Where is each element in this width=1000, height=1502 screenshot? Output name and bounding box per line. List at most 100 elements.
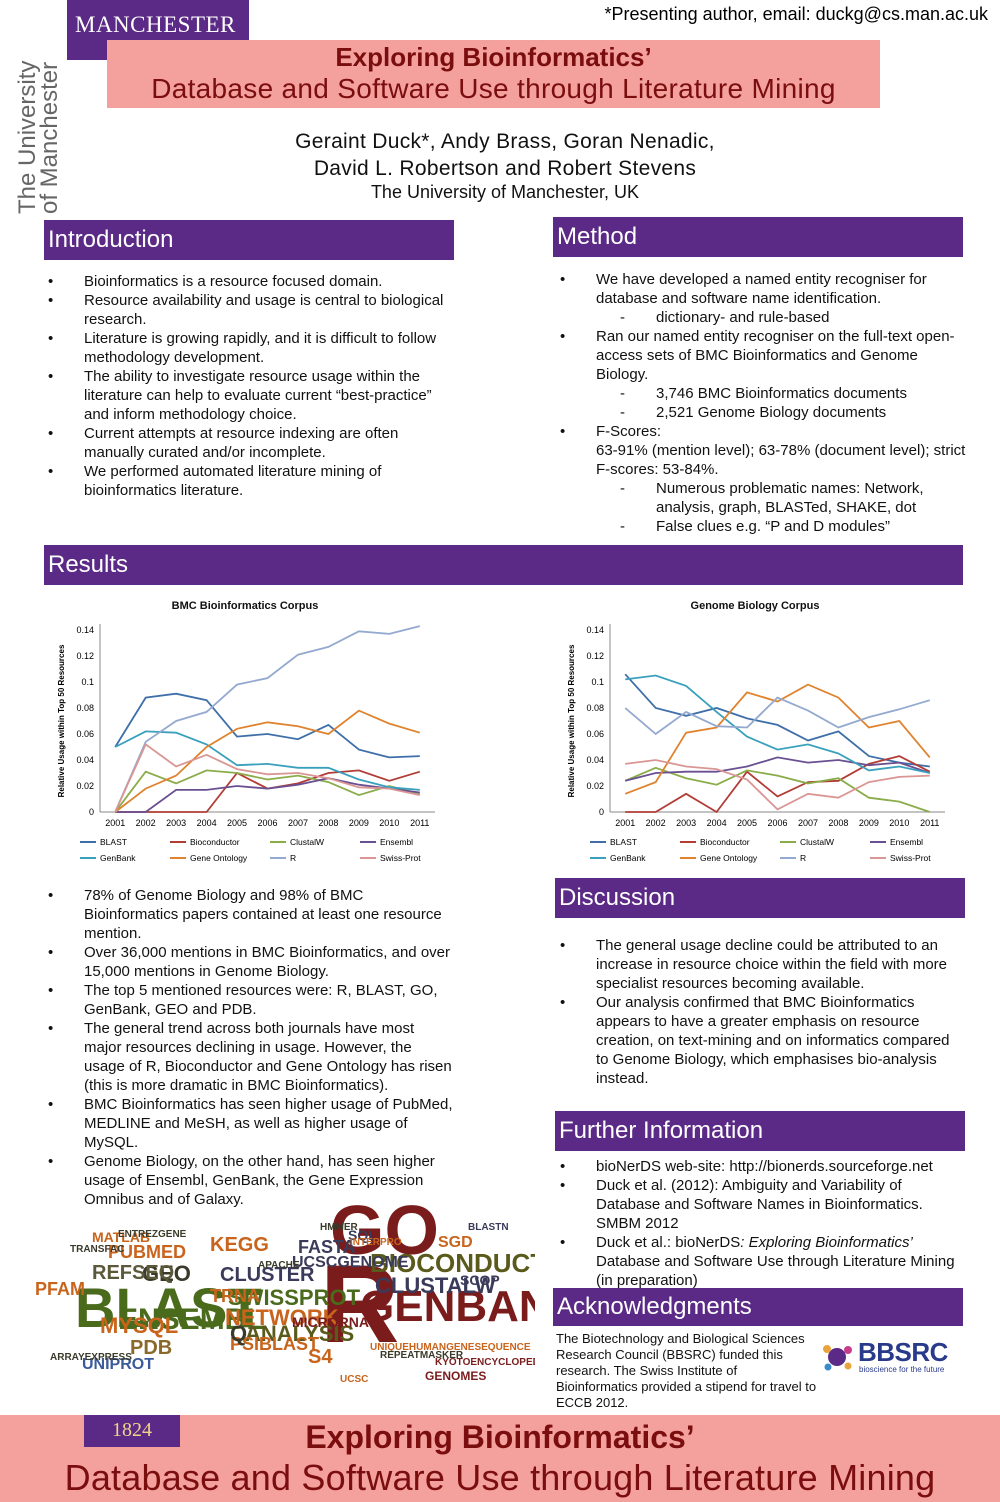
results-list: 78% of Genome Biology and 98% of BMC Bio… — [44, 886, 454, 1209]
cloud-word: CLUSTER — [220, 1264, 315, 1286]
presenting-author-note: *Presenting author, email: duckg@cs.man.… — [604, 4, 988, 24]
cloud-word: UCSC — [340, 1374, 369, 1385]
cloud-word: MATLAB — [92, 1229, 151, 1245]
x-tick-label: 2007 — [288, 818, 308, 828]
cloud-word: S4 — [308, 1346, 333, 1368]
cloud-word: INTERPRO — [350, 1237, 402, 1248]
x-tick-label: 2008 — [318, 818, 338, 828]
sub-list: Numerous problematic names: Network, ana… — [596, 479, 966, 536]
series-line-clustalw — [624, 766, 931, 813]
legend-label: GenBank — [100, 853, 136, 863]
further-information-heading: Further Information — [555, 1111, 965, 1151]
legend-label: Bioconductor — [190, 837, 240, 847]
affiliation: The University of Manchester, UK — [370, 182, 640, 202]
cloud-word: GO — [330, 1195, 439, 1269]
legend-label: R — [290, 853, 296, 863]
list-item: The general usage decline could be attri… — [556, 936, 966, 993]
series-line-blast — [624, 673, 930, 768]
legend-label: ClustalW — [290, 837, 324, 847]
legend-label: Swiss-Prot — [380, 853, 421, 863]
x-tick-label: 2005 — [737, 818, 757, 828]
cloud-word: MICRORNA — [292, 1314, 369, 1330]
cloud-word: CLUSTALW — [375, 1273, 496, 1298]
y-tick-label: 0.12 — [76, 651, 94, 661]
x-tick-label: 2010 — [379, 818, 399, 828]
list-item: Ran our named entity recogniser on the f… — [556, 327, 966, 422]
y-tick-label: 0.1 — [591, 677, 604, 687]
authors-line2: David L. Robertson and Robert Stevens — [313, 157, 697, 180]
series-line-gene-ontology — [624, 683, 931, 795]
list-item: The top 5 mentioned resources were: R, B… — [44, 981, 454, 1019]
series-line-genbank — [625, 674, 930, 774]
legend-label: Ensembl — [380, 837, 413, 847]
sub-list: dictionary- and rule-based — [596, 308, 966, 327]
cloud-word: PUBMED — [108, 1242, 187, 1262]
x-tick-label: 2008 — [828, 818, 848, 828]
cloud-word: SCOP — [460, 1272, 500, 1288]
y-tick-label: 0.04 — [76, 755, 94, 765]
legend-label: Bioconductor — [700, 837, 750, 847]
footer-line1: Exploring Bioinformatics’ — [305, 1419, 695, 1455]
cloud-word: ANALYSIS — [245, 1321, 355, 1346]
cloud-word: BLASTN — [468, 1222, 509, 1233]
x-tick-label: 2004 — [197, 818, 217, 828]
footer-year: 1824 — [84, 1415, 180, 1447]
cloud-word: ARRAYEXPRESS — [50, 1352, 132, 1363]
y-tick-label: 0.06 — [76, 729, 94, 739]
cloud-word: UNIPROT — [82, 1356, 154, 1373]
x-tick-label: 2010 — [889, 818, 909, 828]
list-item: F-Scores: 63-91% (mention level); 63-78%… — [556, 422, 966, 536]
method-item-2: Ran our named entity recogniser on the f… — [596, 328, 955, 383]
list-item: Duck et al. (2012): Ambiguity and Variab… — [556, 1176, 966, 1233]
y-tick-label: 0.08 — [586, 703, 604, 713]
bbsrc-logo: BBSRC bioscience for the future — [820, 1338, 960, 1374]
cloud-word: GENOMES — [425, 1369, 487, 1383]
cloud-word: APACHE — [258, 1260, 300, 1271]
authors-line1: Geraint Duck*, Andy Brass, Goran Nenadic… — [295, 130, 715, 153]
sub-list: 3,746 BMC Bioinformatics documents 2,521… — [596, 384, 966, 422]
cloud-word: SGD — [438, 1234, 473, 1251]
cloud-word: PFAM — [35, 1279, 86, 1299]
series-line-clustalw — [114, 769, 421, 813]
university-vertical-wordmark: The University of Manchester — [12, 61, 64, 217]
title-line2: Database and Software Use through Litera… — [151, 73, 836, 104]
bmc-line-chart: Relative Usage within Top 50 Resources 0 0… — [57, 624, 435, 863]
further-information-list: bioNerDS web-site: http://bionerds.sourc… — [556, 1157, 966, 1290]
resource-word-cloud: GO BLAST RGENBANK BIOCONDUCTOR ENSEMBL GEO SWI… — [30, 1195, 535, 1395]
cloud-word: NETWORK — [225, 1305, 339, 1330]
series-line-ensembl — [624, 756, 931, 782]
series-line-blast — [114, 692, 420, 759]
list-item: The general trend across both journals h… — [44, 1019, 454, 1095]
series-line-swiss-prot — [625, 759, 930, 811]
cloud-word: MYSQL — [100, 1313, 179, 1338]
list-item: We performed automated literature mining… — [44, 462, 454, 500]
x-tick-label: 2002 — [646, 818, 666, 828]
series-line-ensembl — [115, 777, 420, 813]
authors: Geraint Duck*, Andy Brass, Goran Nenadic… — [150, 128, 860, 182]
list-item: 78% of Genome Biology and 98% of BMC Bio… — [44, 886, 454, 943]
series-line-r — [114, 625, 421, 813]
x-tick-label: 2011 — [410, 818, 429, 828]
y-tick-label: 0.12 — [586, 651, 604, 661]
legend-label: Gene Ontology — [190, 853, 248, 863]
series-line-genbank — [114, 730, 420, 791]
sub-item: Numerous problematic names: Network, ana… — [596, 479, 966, 517]
wordmark-line2: of Manchester — [36, 61, 63, 214]
chart-title-bmc: BMC Bioinformatics Corpus — [171, 600, 319, 612]
cloud-word: SWISSPROT — [228, 1285, 361, 1310]
list-item: Genome Biology, on the other hand, has s… — [44, 1152, 454, 1209]
legend-label: Gene Ontology — [700, 853, 758, 863]
legend-label: BLAST — [610, 837, 637, 847]
method-heading: Method — [553, 217, 963, 257]
cloud-word: PDB — [130, 1337, 173, 1359]
reference-authors: Duck et al.: bioNerDS — [596, 1234, 741, 1251]
legend-label: Swiss-Prot — [890, 853, 931, 863]
cloud-word: PSIBLAST — [230, 1334, 320, 1354]
genome-line-chart: Relative Usage within Top 50 Resources 0 0… — [567, 624, 945, 863]
x-tick-label: 2003 — [166, 818, 186, 828]
cloud-word: TRNA — [210, 1286, 260, 1306]
x-tick-label: 2009 — [859, 818, 879, 828]
cloud-word: REPEATMASKER — [380, 1350, 464, 1361]
y-tick-label: 0.02 — [586, 781, 604, 791]
legend-label: ClustalW — [800, 837, 834, 847]
